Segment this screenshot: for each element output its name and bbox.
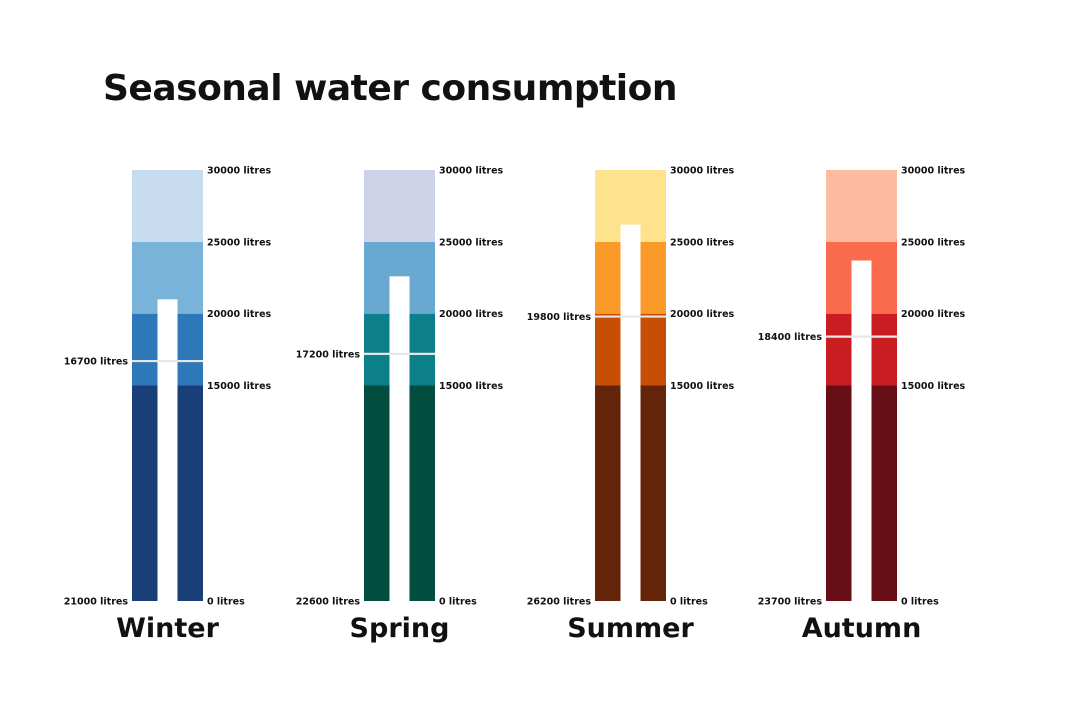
spring-tick-label: 30000 litres: [439, 166, 504, 177]
winter-season-label: Winter: [116, 613, 219, 644]
summer-tick-label: 30000 litres: [670, 166, 735, 177]
spring-tick-label: 20000 litres: [439, 309, 504, 320]
autumn-tick-label: 15000 litres: [901, 381, 966, 392]
page-title: Seasonal water consumption: [103, 68, 678, 109]
spring-bar-label: 22600 litres: [296, 597, 361, 608]
spring-season-label: Spring: [350, 613, 450, 644]
summer-season-label: Summer: [567, 613, 694, 644]
autumn-tick-label: 20000 litres: [901, 309, 966, 320]
autumn-tick-label: 30000 litres: [901, 166, 966, 177]
summer-value-bar: [620, 224, 641, 602]
winter-tick-label: 30000 litres: [207, 166, 272, 177]
winter-band-4: [132, 170, 203, 242]
summer-bar-label: 26200 litres: [527, 597, 592, 608]
autumn-band-4: [826, 170, 897, 242]
winter-tick-label: 0 litres: [207, 597, 245, 608]
winter-tick-label: 20000 litres: [207, 309, 272, 320]
spring-tick-label: 25000 litres: [439, 237, 504, 248]
summer-tick-label: 25000 litres: [670, 237, 735, 248]
winter-bar-label: 21000 litres: [64, 597, 129, 608]
autumn-tick-label: 25000 litres: [901, 237, 966, 248]
winter-tick-label: 15000 litres: [207, 381, 272, 392]
autumn-season-label: Autumn: [802, 613, 922, 644]
spring-tick-label: 0 litres: [439, 597, 477, 608]
winter-value-bar: [157, 299, 178, 601]
spring-band-4: [364, 170, 435, 242]
winter-marker-label: 16700 litres: [64, 357, 129, 368]
spring-marker-label: 17200 litres: [296, 349, 361, 360]
winter-tick-label: 25000 litres: [207, 237, 272, 248]
summer-tick-label: 15000 litres: [670, 381, 735, 392]
spring-tick-label: 15000 litres: [439, 381, 504, 392]
autumn-tick-label: 0 litres: [901, 597, 939, 608]
autumn-bar-label: 23700 litres: [758, 597, 823, 608]
spring-value-bar: [389, 276, 410, 601]
summer-tick-label: 20000 litres: [670, 309, 735, 320]
summer-tick-label: 0 litres: [670, 597, 708, 608]
autumn-value-bar: [851, 260, 872, 601]
autumn-marker-label: 18400 litres: [758, 332, 823, 343]
summer-marker-label: 19800 litres: [527, 312, 592, 323]
